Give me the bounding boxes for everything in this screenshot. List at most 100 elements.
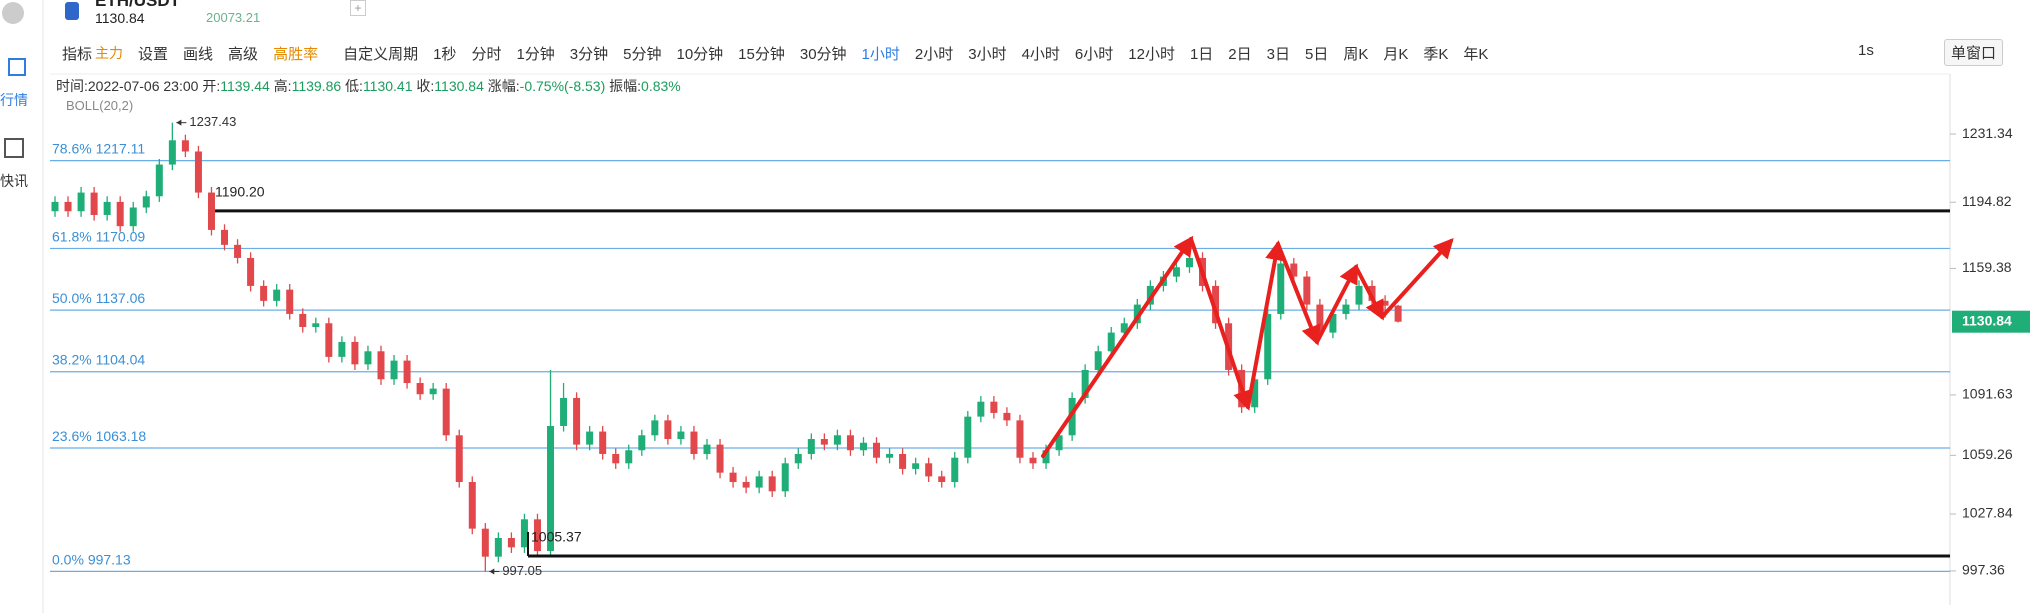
period-button[interactable]: 1小时	[861, 45, 900, 63]
candle-body	[560, 397, 568, 426]
avatar[interactable]	[2, 2, 24, 24]
sidebar-item[interactable]: 快讯	[0, 173, 28, 189]
candle-body	[833, 435, 841, 445]
candle-body	[547, 425, 555, 552]
fib-ratio: 61.8%	[52, 228, 92, 244]
info-line: 时间:2022-07-06 23:00 开:1139.44 高:1139.86 …	[56, 76, 681, 96]
candle-body	[1133, 304, 1141, 324]
candle-body	[1172, 267, 1180, 277]
level-label: 1190.20	[215, 184, 265, 200]
candle-body	[716, 444, 724, 473]
candle-body	[51, 201, 59, 212]
candle-body	[455, 435, 463, 482]
fib-value: 997.13	[88, 551, 131, 567]
period-button[interactable]: 5分钟	[623, 45, 662, 63]
candle-body	[742, 481, 750, 488]
candle-body	[64, 201, 72, 212]
tool-button[interactable]: 高级	[228, 45, 259, 63]
fib-value: 1217.11	[96, 140, 146, 156]
toolbar: 指标 主力 设置 画线 高级 高胜率 自定义周期 1秒 分时 1分钟 3分钟 5分钟 10分钟 15分钟 3…	[62, 41, 1488, 65]
candle-body	[1329, 313, 1337, 333]
period-button[interactable]: 30分钟	[799, 45, 847, 63]
candle-body	[1342, 304, 1350, 314]
candle-body	[899, 453, 907, 469]
candle-body	[481, 528, 489, 557]
period-button[interactable]: 3日	[1266, 45, 1290, 63]
period-button[interactable]: 月K	[1383, 45, 1409, 63]
candle-body	[886, 453, 894, 458]
candle-body	[142, 196, 150, 208]
candle-body	[573, 397, 581, 445]
period-button[interactable]: 分时	[471, 45, 502, 63]
period-button[interactable]: 季K	[1423, 45, 1449, 63]
fib-label: 78.6% 1217.11	[52, 140, 145, 156]
candle-body	[442, 388, 450, 436]
period-button[interactable]: 年K	[1463, 45, 1489, 63]
fib-value: 1063.18	[96, 428, 147, 444]
arrow	[1315, 263, 1358, 344]
period-button[interactable]: 5日	[1304, 45, 1329, 63]
market-icon[interactable]	[8, 58, 26, 76]
candle-body	[1094, 351, 1102, 370]
period-button[interactable]: 1分钟	[516, 45, 555, 63]
period-button[interactable]: 15分钟	[738, 45, 785, 63]
candle-body	[807, 439, 815, 454]
candle-body	[194, 151, 202, 193]
period-button[interactable]: 2小时	[914, 45, 954, 63]
candle-body	[468, 481, 476, 529]
candle-body	[599, 431, 607, 454]
candle-body	[1277, 263, 1285, 314]
candle-body	[990, 401, 998, 413]
candle-body	[1251, 379, 1259, 408]
period-button[interactable]: 4小时	[1021, 45, 1060, 63]
period-button[interactable]: 2日	[1228, 45, 1252, 63]
period-button[interactable]: 12小时	[1128, 45, 1175, 63]
coin-icon	[65, 2, 79, 20]
period-button[interactable]: 3分钟	[569, 45, 609, 63]
period-button[interactable]: 1日	[1189, 45, 1214, 63]
y-tick-label: 1194.82	[1962, 193, 2012, 209]
candle-body	[912, 463, 920, 469]
candle-body	[312, 323, 320, 328]
period-button[interactable]: 3小时	[968, 45, 1007, 63]
period-button[interactable]: 1秒	[433, 45, 457, 63]
period-button[interactable]: 10分钟	[676, 45, 724, 63]
info-label: 涨幅:	[487, 78, 520, 94]
candle-body	[846, 435, 854, 451]
sidebar-item[interactable]: 行情	[0, 92, 28, 108]
custom-period[interactable]: 自定义周期	[343, 45, 419, 63]
tool-button[interactable]: 高胜率	[273, 45, 319, 63]
info-value: -0.75%(-8.53)	[519, 78, 606, 94]
candle-body	[1016, 420, 1024, 458]
y-tick-label: 1231.34	[1962, 125, 2013, 141]
info-value: 1130.41	[362, 78, 413, 94]
tool-button[interactable]: 设置	[138, 45, 169, 63]
period-button[interactable]: 周K	[1343, 45, 1369, 63]
candle-body	[247, 257, 255, 286]
indicator[interactable]: BOLL(20,2)	[66, 98, 134, 113]
y-tick-label: 997.36	[1962, 562, 2005, 578]
fib-ratio: 0.0%	[52, 551, 84, 567]
candle-body	[338, 341, 346, 357]
tool-button[interactable]: 画线	[183, 45, 214, 63]
candle-body	[677, 431, 685, 440]
extreme-arrowhead	[489, 568, 495, 575]
news-icon[interactable]	[4, 138, 24, 158]
candle-body	[859, 442, 867, 451]
arrow	[1380, 238, 1454, 319]
fib-label: 38.2% 1104.04	[52, 351, 145, 367]
candle-body	[416, 383, 424, 395]
period-button[interactable]: 6小时	[1074, 45, 1114, 63]
interval-toggle[interactable]: 1s	[1858, 42, 1874, 59]
candle-body	[1081, 369, 1089, 398]
candle-body	[273, 289, 281, 301]
candle-body	[129, 207, 137, 227]
window-select[interactable]: 单窗口	[1944, 39, 2004, 66]
add-tab[interactable]: +	[350, 0, 366, 16]
candle-body	[533, 519, 541, 552]
tool-button[interactable]: 指标	[62, 45, 93, 63]
extreme-arrowhead	[176, 119, 182, 126]
candle-body	[1355, 285, 1363, 305]
candle-body	[520, 519, 528, 548]
